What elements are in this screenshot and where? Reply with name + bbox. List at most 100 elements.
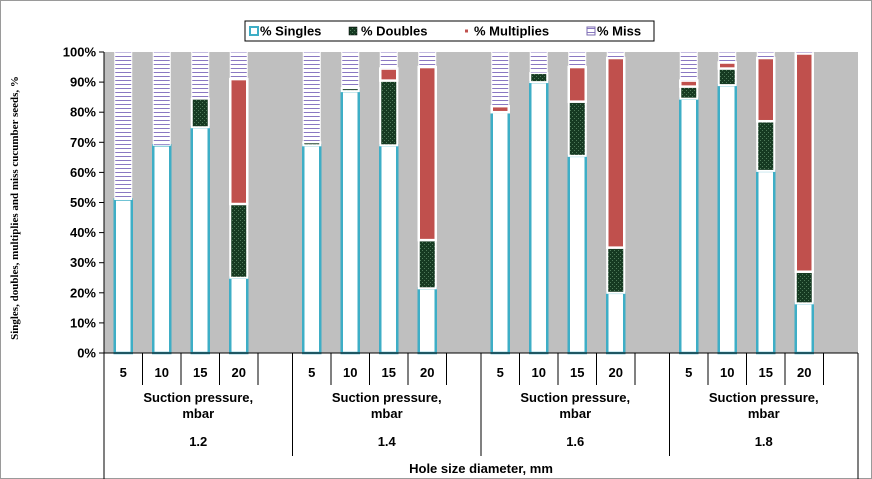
x-group-label-hole-size: 1.8 <box>755 434 773 449</box>
legend-box <box>244 20 655 42</box>
bar-segment-miss <box>529 51 548 74</box>
bar-segment-doubles <box>529 72 549 84</box>
bar-segment-doubles <box>756 120 776 172</box>
y-tick-label: 40% <box>70 225 96 240</box>
legend-swatch-doubles <box>348 26 358 36</box>
bar-segment-multiplies <box>794 52 814 273</box>
x-tick-label-pressure: 5 <box>685 365 692 380</box>
bar-segment-miss <box>114 51 133 200</box>
x-tick-label-pressure: 10 <box>532 365 546 380</box>
legend-swatch-multiplies <box>465 29 468 33</box>
bar-segment-miss <box>606 51 625 59</box>
legend-label-miss: % Miss <box>597 24 641 39</box>
bar-segment-miss <box>795 51 814 55</box>
x-sub-label-suction-pressure: Suction pressure, mbar <box>143 390 253 421</box>
x-axis-category-table: 5 10 15 20 Suction pressure, mbar 1.2 5 10 15 20 Su… <box>103 352 859 479</box>
y-tick-label: 30% <box>70 255 96 270</box>
bar-segment-singles <box>340 89 360 355</box>
bar-segment-singles <box>567 154 587 355</box>
bar-segment-miss <box>341 51 360 89</box>
bar-segment-doubles <box>379 79 399 147</box>
legend-item-singles: % Singles <box>249 24 321 39</box>
y-axis: 0% 10% 20% 30% 40% 50% 60% 70% 80% 90% 100% <box>63 45 105 361</box>
bar-segment-multiplies <box>417 65 437 242</box>
x-tick-label-pressure: 10 <box>720 365 734 380</box>
x-sub-label-suction-pressure: Suction pressure, mbar <box>709 390 819 421</box>
bar-segment-doubles <box>567 100 587 157</box>
bar-segment-singles <box>379 144 399 355</box>
bar-segment-multiplies <box>567 65 587 103</box>
y-tick-label: 10% <box>70 315 96 330</box>
x-tick-label-pressure: 20 <box>232 365 246 380</box>
x-group-label-hole-size: 1.2 <box>189 434 207 449</box>
bar-segment-miss <box>679 51 698 82</box>
x-tick-label-pressure: 5 <box>308 365 315 380</box>
bar-segment-miss <box>568 51 587 68</box>
y-tick-label: 50% <box>70 195 96 210</box>
x-tick-label-pressure: 20 <box>609 365 623 380</box>
legend-item-multiplies: % Multiplies <box>465 24 549 39</box>
plot-area <box>104 52 858 353</box>
x-tick-label-pressure: 10 <box>155 365 169 380</box>
y-tick-label: 20% <box>70 285 96 300</box>
bar-segment-doubles <box>717 67 737 87</box>
x-tick-label-pressure: 5 <box>497 365 504 380</box>
x-tick-label-pressure: 15 <box>570 365 584 380</box>
legend-item-miss: % Miss <box>586 24 641 39</box>
bar-segment-multiplies <box>229 77 249 206</box>
bar-segment-multiplies <box>756 56 776 123</box>
bar-segment-singles <box>794 302 814 355</box>
bar-segment-multiplies <box>606 56 626 249</box>
bar-segment-doubles <box>190 97 210 129</box>
bar-segment-singles <box>679 97 699 355</box>
bar-segment-doubles <box>229 203 249 279</box>
legend-label-singles: % Singles <box>260 24 321 39</box>
bar-segment-multiplies <box>379 67 399 82</box>
legend-swatch-miss <box>586 26 596 36</box>
y-tick-label: 0% <box>77 346 96 361</box>
bar-segment-multiplies <box>490 104 510 114</box>
bar-segment-miss <box>756 51 775 59</box>
legend: % Singles % Doubles % Multiplies % Miss <box>244 20 655 42</box>
legend-label-doubles: % Doubles <box>361 24 427 39</box>
x-tick-label-pressure: 15 <box>382 365 396 380</box>
bar-segment-miss <box>379 51 398 70</box>
legend-item-doubles: % Doubles <box>348 24 427 39</box>
y-tick-label: 90% <box>70 75 96 90</box>
x-group-label-hole-size: 1.6 <box>566 434 584 449</box>
bar-segment-singles <box>717 83 737 355</box>
bar-segment-miss <box>152 51 171 146</box>
bar-segment-miss <box>191 51 210 100</box>
bar-segment-doubles <box>417 239 437 290</box>
x-tick-label-pressure: 10 <box>343 365 357 380</box>
y-tick-label: 80% <box>70 105 96 120</box>
bar-segment-singles <box>152 144 172 355</box>
bar-segment-miss <box>418 51 437 68</box>
bar-segment-miss <box>229 51 248 80</box>
bar-segment-doubles <box>606 246 626 294</box>
bar-segment-singles <box>302 144 322 355</box>
bar-segment-singles <box>229 276 249 355</box>
bar-segment-multiplies <box>679 79 699 88</box>
legend-swatch-singles <box>249 26 259 36</box>
x-tick-label-pressure: 20 <box>797 365 811 380</box>
bar-segment-miss <box>302 51 321 143</box>
x-sub-label-suction-pressure: Suction pressure, mbar <box>520 390 630 421</box>
bars <box>113 51 814 355</box>
x-tick-label-pressure: 5 <box>120 365 127 380</box>
bar-segment-singles <box>190 126 210 355</box>
y-tick-label: 70% <box>70 135 96 150</box>
bar-segment-singles <box>490 110 510 355</box>
y-tick-label: 60% <box>70 165 96 180</box>
bar-segment-singles <box>756 169 776 355</box>
bar-segment-singles <box>417 287 437 355</box>
bar-segment-singles <box>113 198 133 355</box>
x-group-label-hole-size: 1.4 <box>378 434 397 449</box>
bar-segment-miss <box>491 51 510 107</box>
bar-segment-singles <box>529 80 549 355</box>
legend-label-multiplies: % Multiplies <box>474 24 549 39</box>
bar-segment-singles <box>606 291 626 355</box>
bar-segment-multiplies <box>717 61 737 70</box>
bar-segment-doubles <box>794 270 814 305</box>
x-tick-label-pressure: 20 <box>420 365 434 380</box>
